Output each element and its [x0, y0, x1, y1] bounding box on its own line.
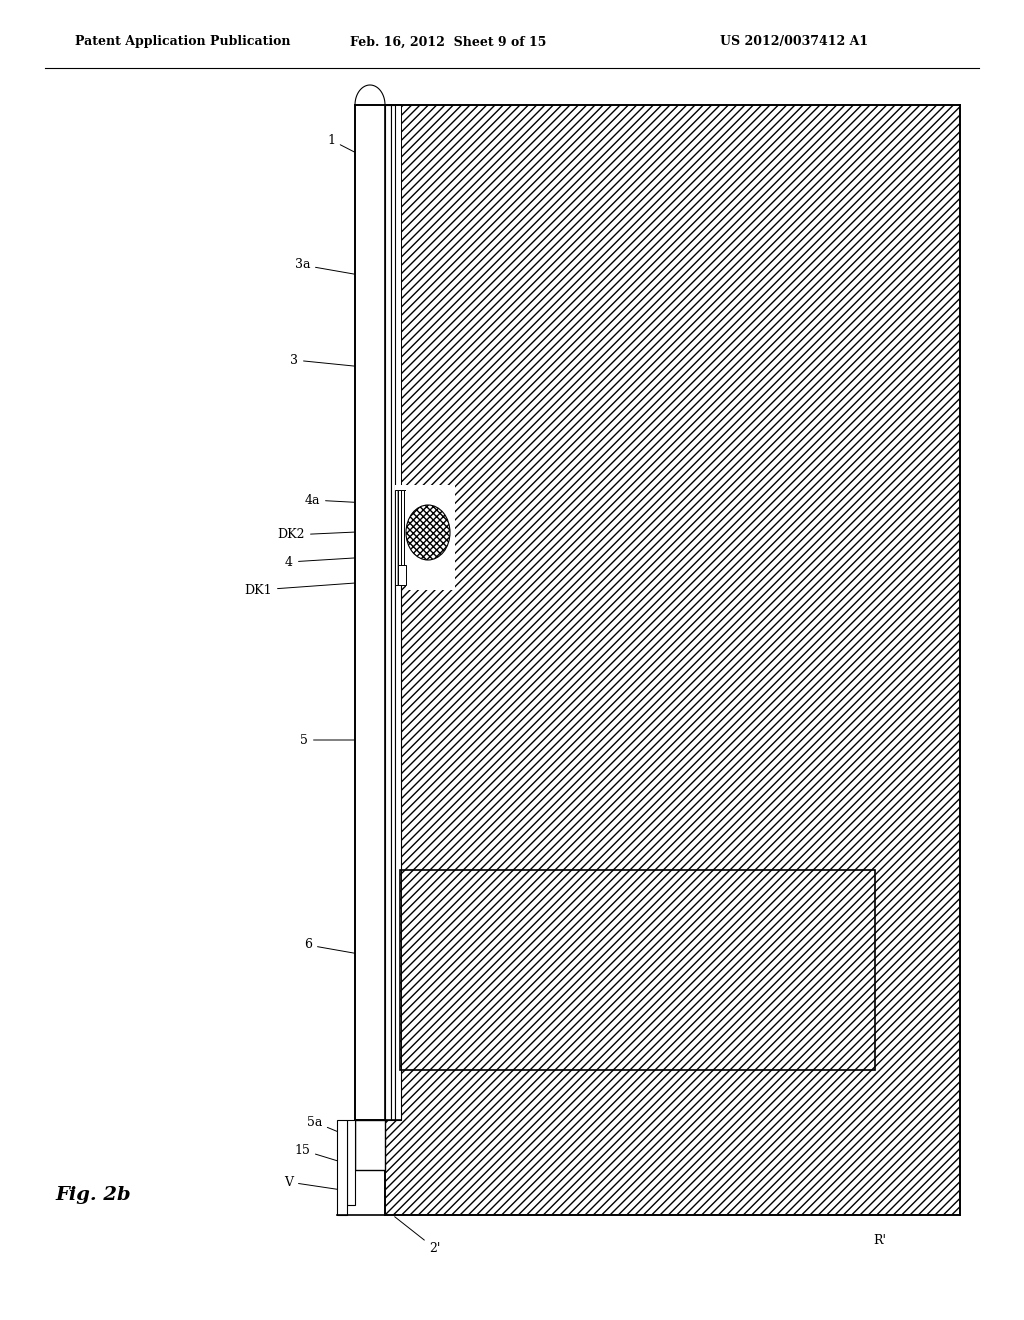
Text: 4: 4: [285, 556, 399, 569]
Text: R': R': [873, 1233, 887, 1246]
Text: V: V: [284, 1176, 339, 1189]
Bar: [385, 106, 391, 1119]
Text: 1: 1: [327, 133, 368, 158]
Bar: [406, 484, 455, 590]
Text: 2': 2': [394, 1217, 440, 1255]
Text: 3: 3: [290, 354, 390, 370]
Bar: [395, 490, 398, 585]
Ellipse shape: [406, 506, 450, 560]
Bar: [403, 490, 406, 585]
Bar: [347, 1119, 355, 1205]
Text: 15: 15: [294, 1143, 348, 1164]
Bar: [398, 490, 401, 585]
Text: DK2: DK2: [278, 528, 397, 541]
Bar: [355, 1119, 385, 1170]
Bar: [398, 565, 406, 585]
Text: Fig. 2b: Fig. 2b: [55, 1185, 131, 1204]
Text: DK1: DK1: [245, 581, 394, 597]
Bar: [395, 484, 411, 585]
Text: 4a: 4a: [304, 494, 402, 507]
Bar: [355, 106, 401, 1119]
Text: 3a: 3a: [295, 259, 385, 280]
Bar: [355, 106, 385, 1119]
Text: Patent Application Publication: Patent Application Publication: [75, 36, 291, 49]
Bar: [400, 870, 874, 1071]
Text: 6: 6: [304, 939, 447, 969]
Text: Feb. 16, 2012  Sheet 9 of 15: Feb. 16, 2012 Sheet 9 of 15: [350, 36, 547, 49]
Text: 5: 5: [300, 734, 395, 747]
Bar: [391, 106, 395, 1119]
Text: US 2012/0037412 A1: US 2012/0037412 A1: [720, 36, 868, 49]
Bar: [395, 490, 401, 1119]
Bar: [400, 870, 874, 1071]
Bar: [385, 106, 961, 1214]
Text: 5a: 5a: [306, 1115, 368, 1144]
Bar: [401, 490, 403, 585]
Bar: [337, 1119, 347, 1214]
